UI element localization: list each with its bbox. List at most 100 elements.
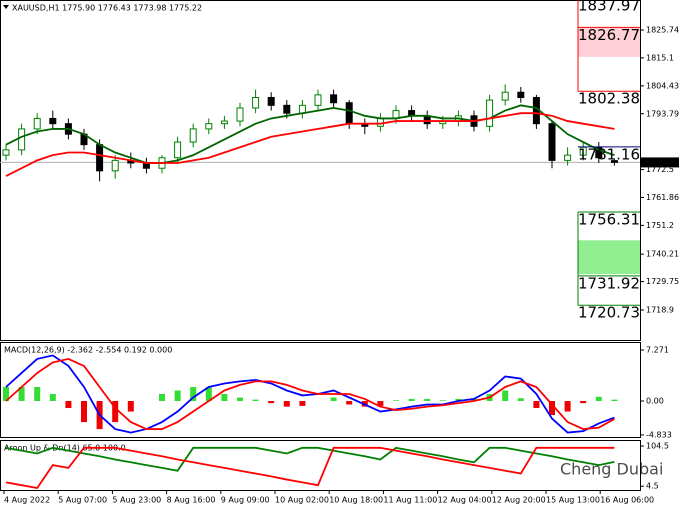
candle-body — [220, 120, 228, 125]
y-tick-label: 1729.75 — [646, 277, 679, 286]
watermark: Cheng Dubai — [560, 460, 663, 479]
candle-body — [252, 96, 260, 109]
macd-bar — [127, 401, 134, 412]
macd-bar — [393, 400, 399, 402]
candle-body — [2, 149, 10, 156]
y-tick-label: 1793.79 — [646, 109, 679, 118]
candle-body — [314, 94, 322, 106]
aroon-line — [5, 446, 615, 472]
candle-body — [517, 91, 525, 98]
macd-bar — [533, 401, 540, 409]
macd-bar — [268, 401, 275, 404]
x-tick-label: 5 Aug 23:00 — [112, 496, 161, 505]
level-label: 1720.73 — [578, 304, 640, 322]
macd-bar — [112, 401, 119, 423]
candle-body — [111, 159, 119, 172]
macd-bar — [190, 386, 197, 402]
main-panel — [0, 0, 641, 341]
macd-bar — [3, 386, 9, 402]
x-tick-label: 11 Aug 11:00 — [383, 496, 437, 505]
macd-bar — [471, 398, 477, 402]
y-tick-label: 1718.9 — [646, 305, 674, 314]
macd-bar — [455, 398, 462, 402]
candle-body — [564, 154, 572, 161]
candle-body — [610, 160, 618, 163]
x-tick-label: 10 Aug 02:00 — [275, 496, 329, 505]
y-tick-label: 1772.5 — [646, 165, 674, 174]
y-tick-label: 1751.2 — [646, 221, 674, 230]
candle-body — [376, 117, 384, 127]
y-tick-label: 1815.1 — [646, 53, 674, 62]
macd-bar — [408, 398, 415, 402]
macd-bar — [252, 399, 259, 402]
candle-body — [548, 123, 556, 161]
x-tick-label: 12 Aug 20:00 — [492, 496, 546, 505]
macd-line — [5, 357, 615, 430]
y-tick-label: 4.5 — [646, 482, 659, 491]
moving-average — [5, 104, 615, 164]
current-price-box — [641, 157, 679, 168]
menu-arrow — [3, 5, 9, 9]
candle-body — [18, 128, 26, 151]
y-tick-label: 0.00 — [646, 397, 664, 406]
macd-bar — [205, 386, 212, 402]
macd-bar — [330, 397, 337, 402]
y-tick-label: 1825.74 — [646, 26, 679, 35]
macd-bar — [159, 393, 165, 402]
x-tick-label: 4 Aug 2022 — [4, 496, 50, 505]
macd-line — [5, 354, 615, 434]
macd-bar — [174, 390, 181, 402]
macd-bar — [377, 401, 384, 406]
macd-bar — [549, 401, 555, 416]
level-label: 1837.97 — [578, 0, 640, 14]
x-tick-label: 10 Aug 18:00 — [329, 496, 383, 505]
x-tick-label: 8 Aug 16:00 — [167, 496, 216, 505]
candle-body — [330, 94, 338, 104]
macd-bar — [221, 393, 228, 402]
macd-bar — [283, 401, 290, 407]
x-tick-label: 15 Aug 13:00 — [546, 496, 600, 505]
candle-body — [501, 91, 509, 101]
candle-body — [49, 117, 57, 125]
candle-body — [486, 99, 494, 127]
x-tick-label: 16 Aug 06:00 — [600, 496, 654, 505]
aroon-title: Aroon Up & Dn(14) 65.0 100.0 — [4, 444, 126, 453]
level-label: 1781.16 — [578, 145, 640, 163]
moving-average — [5, 112, 615, 177]
macd-panel — [0, 342, 641, 438]
zone — [578, 240, 640, 275]
macd-bar — [564, 401, 571, 412]
macd-bar — [237, 397, 243, 402]
candle-body — [345, 102, 353, 125]
macd-bar — [49, 393, 56, 402]
macd-title: MACD(12,26,9) -2.362 -2.554 0.192 0.000 — [4, 346, 172, 355]
macd-bar — [439, 400, 446, 402]
candle-body — [96, 144, 104, 172]
candle-body — [205, 123, 213, 130]
chart-title: XAUUSD,H1 1775.90 1776.43 1773.98 1775.2… — [12, 4, 202, 13]
macd-bar — [81, 401, 87, 423]
level-label: 1756.31 — [578, 210, 640, 228]
y-tick-label: 7.271 — [646, 346, 669, 355]
macd-bar — [346, 401, 353, 405]
y-tick-label: 1804.43 — [646, 81, 679, 90]
aroon-panel — [0, 440, 641, 491]
y-tick-label: 1740.21 — [646, 250, 679, 259]
macd-bar — [517, 398, 524, 402]
macd-bar — [502, 390, 509, 402]
candle-body — [283, 104, 291, 114]
macd-bar — [424, 398, 431, 402]
aroon-line — [5, 446, 615, 489]
x-tick-label: 9 Aug 09:00 — [221, 496, 270, 505]
candle-body — [189, 128, 197, 143]
macd-bar — [595, 396, 602, 402]
current-price-label: 1775.22 — [644, 158, 677, 167]
candle-body — [267, 96, 275, 106]
level-label: 1826.77 — [578, 26, 640, 44]
macd-bar — [299, 401, 306, 406]
level-label: 1802.38 — [578, 90, 640, 108]
macd-bar — [65, 401, 72, 409]
candle-body — [174, 141, 182, 159]
